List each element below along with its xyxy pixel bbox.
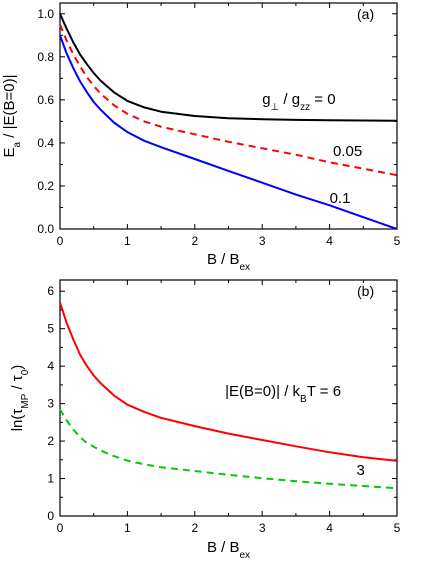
x-axis-label: B / Bex <box>207 251 250 273</box>
series-annotation-0: |E(B=0)| / kBT = 6 <box>225 383 341 405</box>
y-tick-label: 0.4 <box>37 136 54 150</box>
y-axis-label: Ea / |E(B=0)| <box>1 75 23 158</box>
panel-label: (b) <box>357 283 374 299</box>
panel-b: 0 1 2 3 4 5 0 1 2 3 4 5 6 |E(B=0)| / kBT = 6 3 (b) B / B… <box>9 279 401 561</box>
y-tick-label: 2 <box>47 434 54 448</box>
y-tick-label: 1 <box>47 472 54 486</box>
x-tick-label: 2 <box>191 521 198 535</box>
series-line-1 <box>59 408 398 490</box>
y-tick-label: 1.0 <box>37 7 54 21</box>
x-tick-label: 0 <box>57 234 64 248</box>
y-tick-label: 3 <box>47 397 54 411</box>
x-tick-label: 1 <box>124 234 131 248</box>
series-annotation-1: 0.05 <box>333 143 362 160</box>
y-tick-label: 5 <box>47 322 54 336</box>
y-tick-label: 0.2 <box>37 179 54 193</box>
x-tick-label: 3 <box>259 234 266 248</box>
series-line-2 <box>59 34 398 230</box>
x-tick-label: 3 <box>259 521 266 535</box>
series-annotation-1: 3 <box>357 462 365 479</box>
series-annotation-2: 0.1 <box>330 190 351 207</box>
x-tick-label: 5 <box>394 521 401 535</box>
y-tick-label: 4 <box>47 359 54 373</box>
panel-label: (a) <box>357 6 374 22</box>
x-tick-label: 0 <box>57 521 64 535</box>
y-tick-label: 0.8 <box>37 50 54 64</box>
x-tick-label: 4 <box>326 234 333 248</box>
panel-a: 0 1 2 3 4 5 0.0 0.2 0.4 0.6 0.8 1.0 g⊥ / gzz = 0 0.05… <box>1 2 401 273</box>
y-tick-label: 0 <box>47 509 54 523</box>
x-tick-label: 2 <box>191 234 198 248</box>
series-line-1 <box>59 24 398 177</box>
x-axis-label: B / Bex <box>207 539 250 561</box>
x-tick-label: 5 <box>394 234 401 248</box>
x-tick-label: 4 <box>326 521 333 535</box>
series-line-0 <box>59 302 398 462</box>
series-annotation-0: g⊥ / gzz = 0 <box>262 91 335 113</box>
y-tick-label: 0.0 <box>37 222 54 236</box>
y-axis-label: ln(τMP / τ0) <box>9 365 31 432</box>
series-line-0 <box>59 13 398 122</box>
x-tick-label: 1 <box>124 521 131 535</box>
y-tick-label: 6 <box>47 284 54 298</box>
y-tick-label: 0.6 <box>37 93 54 107</box>
